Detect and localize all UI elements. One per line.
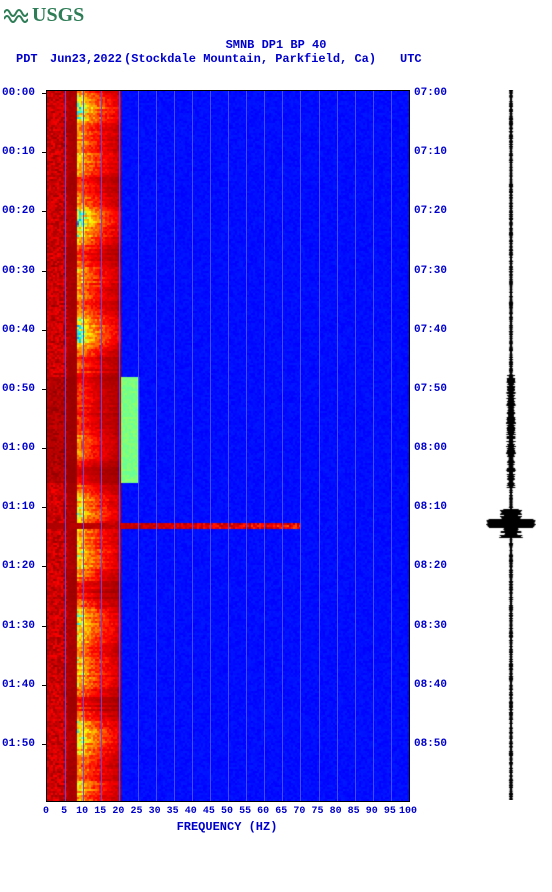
- x-tick: 5: [61, 806, 67, 817]
- x-tick: 95: [384, 806, 396, 817]
- right-tz-label: UTC: [400, 52, 422, 66]
- x-tick: 60: [257, 806, 269, 817]
- grid-line: [101, 91, 102, 801]
- logo-text: USGS: [32, 4, 84, 27]
- x-tick: 65: [275, 806, 287, 817]
- x-tick: 55: [239, 806, 251, 817]
- y-tick-left: 01:40: [2, 679, 35, 691]
- grid-line: [119, 91, 120, 801]
- left-tz-label: PDT: [16, 52, 38, 66]
- page: USGS SMNB DP1 BP 40 PDT Jun23,2022 (Stoc…: [0, 0, 552, 892]
- x-axis-label: FREQUENCY (HZ): [46, 820, 408, 834]
- x-tick: 0: [43, 806, 49, 817]
- x-tick: 20: [112, 806, 124, 817]
- y-tick-left: 00:40: [2, 324, 35, 336]
- waveform-canvas: [486, 90, 536, 800]
- x-tick: 30: [149, 806, 161, 817]
- y-tick-right: 08:40: [414, 679, 447, 691]
- date-label: Jun23,2022: [50, 52, 122, 66]
- y-tick-right: 08:20: [414, 560, 447, 572]
- y-tick-right: 07:20: [414, 205, 447, 217]
- y-tick-left: 00:10: [2, 146, 35, 158]
- y-tick-right: 08:30: [414, 620, 447, 632]
- y-tick-left: 01:50: [2, 738, 35, 750]
- y-tick-left: 01:20: [2, 560, 35, 572]
- grid-line: [210, 91, 211, 801]
- x-tick: 100: [399, 806, 417, 817]
- grid-line: [138, 91, 139, 801]
- y-tick-right: 07:10: [414, 146, 447, 158]
- y-tick-right: 07:00: [414, 87, 447, 99]
- grid-line: [300, 91, 301, 801]
- y-tick-right: 08:50: [414, 738, 447, 750]
- y-tick-right: 07:40: [414, 324, 447, 336]
- waveform-strip: [486, 90, 536, 800]
- usgs-logo: USGS: [4, 4, 84, 27]
- grid-line: [319, 91, 320, 801]
- y-tick-right: 08:00: [414, 442, 447, 454]
- x-tick: 25: [130, 806, 142, 817]
- grid-line: [264, 91, 265, 801]
- wave-icon: [4, 7, 28, 25]
- grid-line: [282, 91, 283, 801]
- y-axis-left: 00:00 00:10 00:20 00:30 00:40 00:50 01:00 01:10…: [2, 90, 44, 800]
- grid-line: [83, 91, 84, 801]
- x-tick: 80: [330, 806, 342, 817]
- grid-line: [337, 91, 338, 801]
- y-tick-right: 07:50: [414, 383, 447, 395]
- y-tick-left: 00:20: [2, 205, 35, 217]
- x-tick: 50: [221, 806, 233, 817]
- x-tick: 45: [203, 806, 215, 817]
- x-tick: 10: [76, 806, 88, 817]
- grid-line: [192, 91, 193, 801]
- y-tick-right: 07:30: [414, 265, 447, 277]
- y-tick-left: 00:50: [2, 383, 35, 395]
- plot-title: SMNB DP1 BP 40: [0, 38, 552, 52]
- grid-line: [174, 91, 175, 801]
- grid-line: [65, 91, 66, 801]
- grid-line: [246, 91, 247, 801]
- y-tick-right: 08:10: [414, 501, 447, 513]
- x-tick: 40: [185, 806, 197, 817]
- x-axis: 0510152025303540455055606570758085909510…: [46, 800, 408, 816]
- y-tick-left: 01:10: [2, 501, 35, 513]
- x-tick: 75: [311, 806, 323, 817]
- x-tick: 85: [348, 806, 360, 817]
- grid-line: [373, 91, 374, 801]
- y-tick-left: 01:00: [2, 442, 35, 454]
- grid-line: [391, 91, 392, 801]
- x-tick: 70: [293, 806, 305, 817]
- x-tick: 90: [366, 806, 378, 817]
- x-tick: 15: [94, 806, 106, 817]
- x-tick: 35: [167, 806, 179, 817]
- grid-line: [355, 91, 356, 801]
- y-axis-right: 07:00 07:10 07:20 07:30 07:40 07:50 08:00 08:10…: [414, 90, 456, 800]
- grid-line: [156, 91, 157, 801]
- spectrogram-plot: [46, 90, 410, 802]
- location-label: (Stockdale Mountain, Parkfield, Ca): [124, 52, 376, 66]
- y-tick-left: 00:00: [2, 87, 35, 99]
- grid-line: [228, 91, 229, 801]
- y-tick-left: 01:30: [2, 620, 35, 632]
- y-tick-left: 00:30: [2, 265, 35, 277]
